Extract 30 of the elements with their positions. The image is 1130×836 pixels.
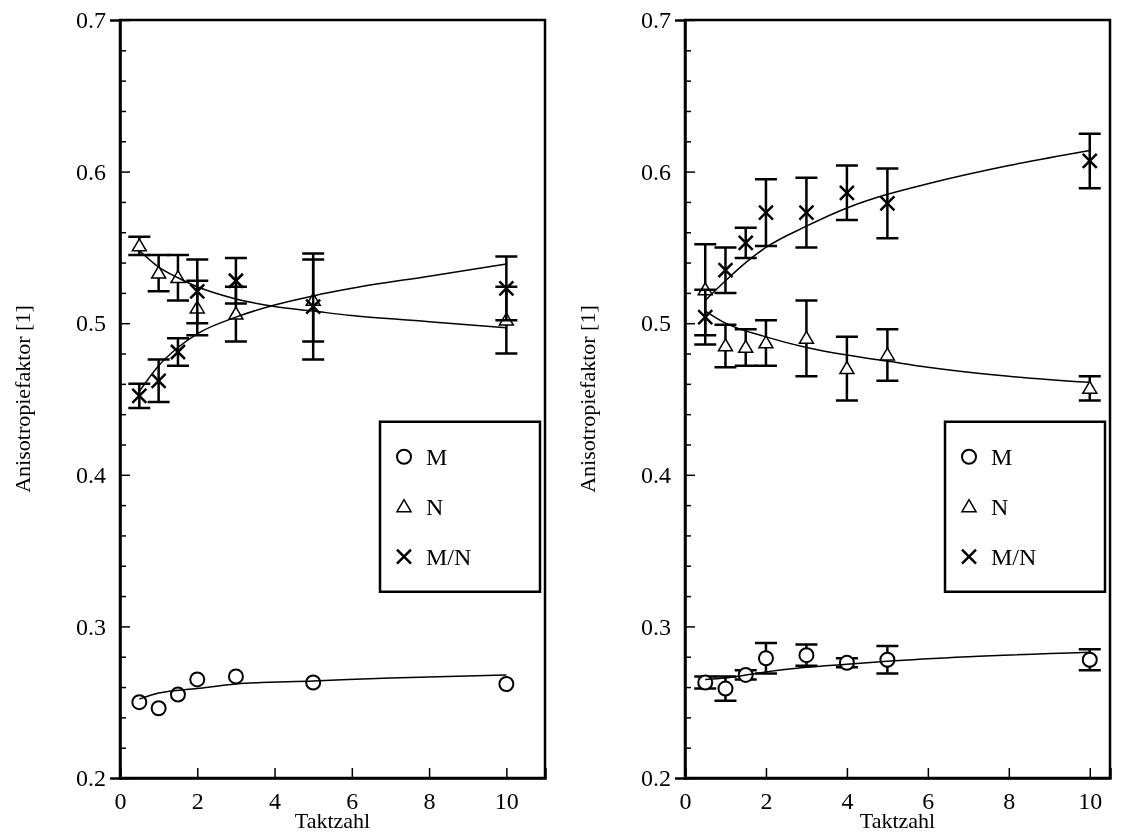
y-tick-label: 0.7 <box>76 7 106 34</box>
x-tick-label: 0 <box>114 788 127 815</box>
legend-label: M/N <box>991 543 1037 570</box>
legend-label: M/N <box>426 543 472 570</box>
y-axis-title: Anisotropiefaktor [1] <box>10 305 35 493</box>
y-tick-label: 0.7 <box>641 7 671 34</box>
legend-label: M <box>426 443 448 470</box>
x-tick-label: 0 <box>679 788 692 815</box>
y-tick-label: 0.3 <box>641 613 671 640</box>
legend-label: M <box>991 443 1013 470</box>
y-tick-label: 0.4 <box>641 461 671 488</box>
y-tick-label: 0.2 <box>641 765 671 792</box>
x-tick-label: 10 <box>1078 788 1103 815</box>
x-tick-label: 4 <box>269 788 282 815</box>
x-tick-label: 2 <box>760 788 773 815</box>
y-tick-label: 0.6 <box>76 158 106 185</box>
x-tick-label: 10 <box>494 788 519 815</box>
x-tick-label: 8 <box>423 788 436 815</box>
legend-label: N <box>426 493 444 520</box>
x-tick-label: 4 <box>841 788 854 815</box>
y-tick-label: 0.3 <box>76 613 106 640</box>
y-axis-title: Anisotropiefaktor [1] <box>575 305 600 493</box>
y-tick-label: 0.6 <box>641 158 671 185</box>
y-tick-label: 0.4 <box>76 461 106 488</box>
y-tick-label: 0.5 <box>641 310 671 337</box>
x-tick-label: 2 <box>191 788 204 815</box>
legend-label: N <box>991 493 1009 520</box>
y-tick-label: 0.5 <box>76 310 106 337</box>
x-tick-label: 8 <box>1003 788 1016 815</box>
y-tick-label: 0.2 <box>76 765 106 792</box>
